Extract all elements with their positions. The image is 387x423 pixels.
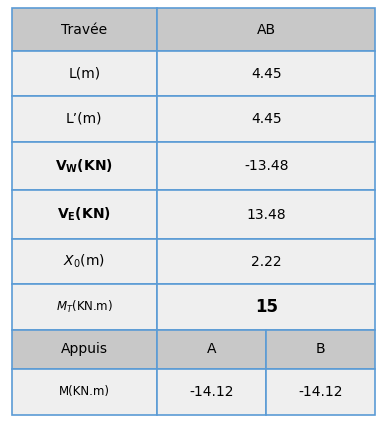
- Text: $M_T$(KN.m): $M_T$(KN.m): [56, 299, 113, 315]
- Bar: [12, 142, 157, 190]
- Text: -14.12: -14.12: [299, 385, 343, 399]
- Bar: [12, 239, 157, 284]
- Bar: [157, 190, 375, 239]
- Bar: [157, 8, 375, 51]
- Text: 4.45: 4.45: [251, 66, 282, 80]
- Text: 4.45: 4.45: [251, 112, 282, 126]
- Text: $X_0$(m): $X_0$(m): [63, 253, 105, 270]
- Text: 15: 15: [255, 298, 278, 316]
- Bar: [266, 330, 375, 369]
- Text: Travée: Travée: [61, 23, 108, 37]
- Bar: [157, 284, 375, 330]
- Bar: [157, 96, 375, 142]
- Text: 2.22: 2.22: [251, 255, 282, 269]
- Text: $\mathbf{V_E}$$\mathbf{(KN)}$: $\mathbf{V_E}$$\mathbf{(KN)}$: [58, 206, 111, 223]
- Text: B: B: [316, 343, 325, 357]
- Text: 13.48: 13.48: [247, 208, 286, 222]
- Bar: [12, 330, 157, 369]
- Bar: [12, 369, 157, 415]
- Bar: [266, 369, 375, 415]
- Bar: [157, 369, 266, 415]
- Bar: [157, 51, 375, 96]
- Bar: [12, 51, 157, 96]
- Text: AB: AB: [257, 23, 276, 37]
- Text: L(m): L(m): [68, 66, 101, 80]
- Bar: [157, 330, 266, 369]
- Text: Appuis: Appuis: [61, 343, 108, 357]
- Bar: [12, 96, 157, 142]
- Bar: [12, 8, 157, 51]
- Text: $\mathbf{V_W}$$\mathbf{(KN)}$: $\mathbf{V_W}$$\mathbf{(KN)}$: [55, 157, 113, 175]
- Text: -14.12: -14.12: [190, 385, 234, 399]
- Bar: [157, 142, 375, 190]
- Text: L’(m): L’(m): [66, 112, 103, 126]
- Text: M(KN.m): M(KN.m): [59, 385, 110, 398]
- Bar: [12, 284, 157, 330]
- Bar: [157, 239, 375, 284]
- Text: -13.48: -13.48: [244, 159, 288, 173]
- Bar: [12, 190, 157, 239]
- Text: A: A: [207, 343, 216, 357]
